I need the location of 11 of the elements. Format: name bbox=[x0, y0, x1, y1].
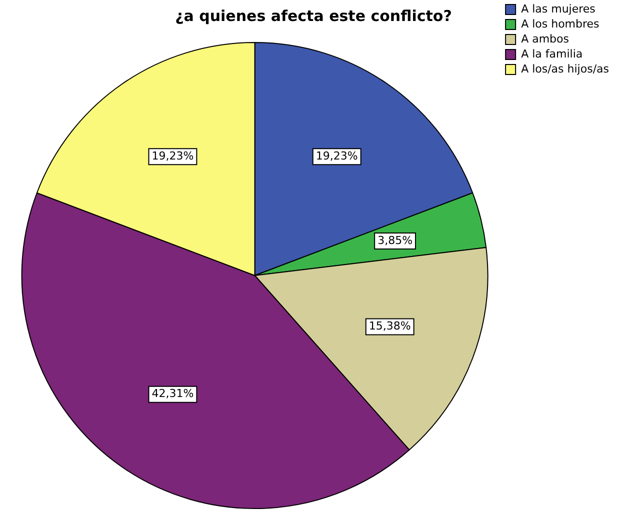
chart-title: ¿a quienes afecta este conflicto? bbox=[175, 6, 452, 25]
legend-label: A los hombres bbox=[521, 17, 600, 30]
data-label: 42,31% bbox=[152, 387, 194, 400]
data-label: 3,85% bbox=[378, 234, 413, 247]
legend-label: A la familia bbox=[521, 47, 583, 60]
legend-label: A ambos bbox=[521, 32, 570, 46]
data-label: 19,23% bbox=[316, 149, 358, 162]
legend-label: A las mujeres bbox=[521, 2, 596, 16]
data-label: 19,23% bbox=[152, 149, 194, 162]
data-label: 15,38% bbox=[368, 320, 411, 333]
legend-label: A los/as hijos/as bbox=[521, 62, 610, 76]
